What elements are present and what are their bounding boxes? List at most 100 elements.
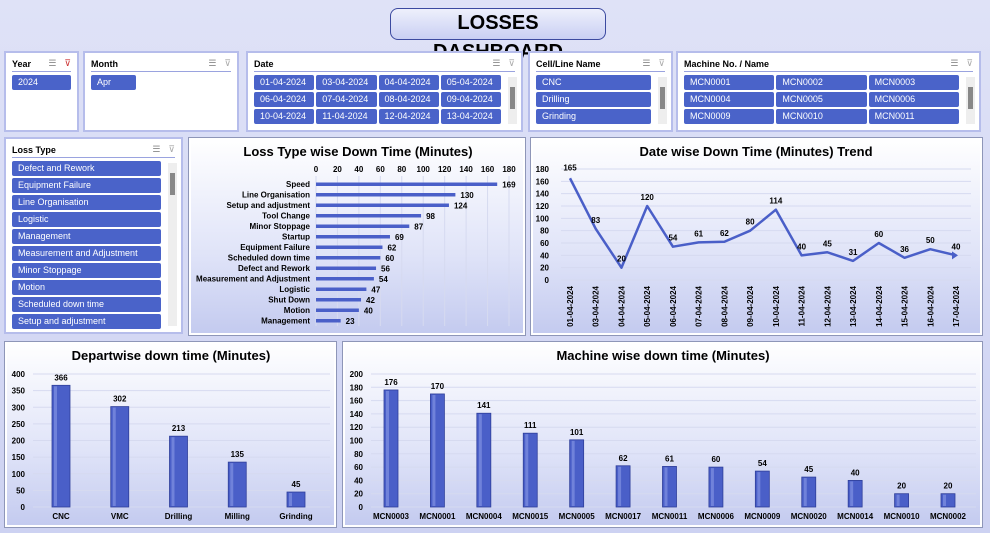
slicer-item[interactable]: 09-04-2024 bbox=[440, 92, 501, 107]
multi-select-icon[interactable]: ☰ bbox=[492, 58, 501, 68]
data-label: 87 bbox=[414, 223, 423, 232]
slicer-item[interactable]: Apr bbox=[91, 75, 137, 90]
data-label: 135 bbox=[231, 450, 245, 459]
slicer-item[interactable]: Equipment Failure bbox=[12, 178, 161, 193]
slicer-item[interactable]: MCN0011 bbox=[868, 109, 959, 124]
slicer-item[interactable]: 11-04-2024 bbox=[316, 109, 377, 124]
slicer-item[interactable]: Minor Stoppage bbox=[12, 263, 161, 278]
bar-highlight bbox=[386, 390, 389, 506]
bar-highlight bbox=[664, 467, 668, 506]
slicer-item[interactable]: 13-04-2024 bbox=[440, 109, 501, 124]
tick-label: 350 bbox=[12, 387, 26, 396]
category-label: VMC bbox=[111, 512, 129, 521]
x-tick-label: 12-04-2024 bbox=[823, 285, 832, 326]
category-label: MCN0004 bbox=[466, 512, 503, 521]
slicer-item[interactable]: Drilling bbox=[536, 92, 651, 107]
slicer-item[interactable]: MCN0010 bbox=[776, 109, 867, 124]
x-tick-label: 16-04-2024 bbox=[926, 285, 935, 326]
data-label: 42 bbox=[366, 296, 375, 305]
multi-select-icon[interactable]: ☰ bbox=[152, 144, 161, 154]
multi-select-icon[interactable]: ☰ bbox=[48, 58, 57, 68]
slicer-item[interactable]: Setup and adjustment bbox=[12, 314, 161, 329]
multi-select-icon[interactable]: ☰ bbox=[642, 58, 651, 68]
slicer-item[interactable]: MCN0004 bbox=[684, 92, 775, 107]
slicer-item[interactable]: 08-04-2024 bbox=[378, 92, 439, 107]
slicer-item[interactable]: 05-04-2024 bbox=[440, 75, 501, 90]
bar-highlight bbox=[757, 472, 761, 506]
slicer-item[interactable]: Measurement and Adjustment bbox=[12, 246, 161, 261]
data-label: 83 bbox=[591, 216, 600, 225]
x-tick-label: 13-04-2024 bbox=[849, 285, 858, 326]
slicer-item[interactable]: Grinding bbox=[536, 109, 651, 124]
tick-label: 80 bbox=[540, 227, 549, 236]
slicer-item[interactable]: 2024 bbox=[12, 75, 71, 90]
tick-label: 20 bbox=[354, 490, 363, 499]
clear-filter-icon[interactable]: ⊽ bbox=[658, 58, 665, 68]
tick-label: 40 bbox=[354, 165, 363, 174]
tick-label: 150 bbox=[12, 453, 26, 462]
data-label: 124 bbox=[454, 202, 468, 211]
slicer-item[interactable]: MCN0005 bbox=[776, 92, 867, 107]
department-chart: Departwise down time (Minutes) 0 50 100 150 2… bbox=[4, 341, 337, 528]
scrollbar[interactable] bbox=[508, 77, 517, 124]
tick-label: 160 bbox=[350, 397, 364, 406]
category-label: Defect and Rework bbox=[238, 264, 311, 273]
clear-filter-icon[interactable]: ⊽ bbox=[966, 58, 973, 68]
tick-label: 20 bbox=[333, 165, 342, 174]
multi-select-icon[interactable]: ☰ bbox=[950, 58, 959, 68]
x-tick-label: 07-04-2024 bbox=[695, 285, 704, 326]
slicer-item[interactable]: Defect and Rework bbox=[12, 161, 161, 176]
slicer-item[interactable]: MCN0009 bbox=[684, 109, 775, 124]
tick-label: 0 bbox=[21, 503, 26, 512]
slicer-item[interactable]: Line Organisation bbox=[12, 195, 161, 210]
tick-label: 60 bbox=[354, 463, 363, 472]
slicer-item[interactable]: Management bbox=[12, 229, 161, 244]
bar-highlight bbox=[525, 434, 529, 506]
slicer-item[interactable]: 03-04-2024 bbox=[316, 75, 377, 90]
slicer-item[interactable]: 06-04-2024 bbox=[254, 92, 315, 107]
tick-label: 0 bbox=[314, 165, 319, 174]
data-label: 366 bbox=[54, 373, 68, 382]
clear-filter-icon[interactable]: ⊽ bbox=[168, 144, 175, 154]
slicer-item[interactable]: MCN0001 bbox=[684, 75, 775, 90]
tick-label: 100 bbox=[12, 470, 26, 479]
scrollbar[interactable] bbox=[658, 77, 667, 124]
chart-title: Machine wise down time (Minutes) bbox=[556, 348, 769, 363]
multi-select-icon[interactable]: ☰ bbox=[208, 58, 217, 68]
slicer-item[interactable]: 12-04-2024 bbox=[378, 109, 439, 124]
bar bbox=[316, 287, 367, 291]
slicer-item[interactable]: Scheduled down time bbox=[12, 297, 161, 312]
clear-filter-icon[interactable]: ⊽ bbox=[64, 58, 71, 68]
slicer-item[interactable]: 07-04-2024 bbox=[316, 92, 377, 107]
tick-label: 180 bbox=[502, 165, 516, 174]
data-label: 31 bbox=[849, 248, 858, 257]
slicer-item[interactable]: CNC bbox=[536, 75, 651, 90]
tick-label: 60 bbox=[376, 165, 385, 174]
slicer-item[interactable]: Motion bbox=[12, 280, 161, 295]
category-label: Grinding bbox=[279, 512, 312, 521]
tick-label: 80 bbox=[354, 450, 363, 459]
bar-highlight bbox=[803, 478, 807, 506]
category-label: Startup bbox=[282, 233, 310, 242]
tick-label: 250 bbox=[12, 420, 26, 429]
slicer-item[interactable]: 04-04-2024 bbox=[378, 75, 439, 90]
bar bbox=[316, 319, 341, 323]
scrollbar[interactable] bbox=[168, 163, 177, 326]
tick-label: 160 bbox=[536, 177, 550, 186]
slicer-item[interactable]: Logistic bbox=[12, 212, 161, 227]
clear-filter-icon[interactable]: ⊽ bbox=[508, 58, 515, 68]
slicer-item[interactable]: MCN0003 bbox=[868, 75, 959, 90]
bar-highlight bbox=[230, 463, 234, 506]
category-label: MCN0010 bbox=[884, 512, 921, 521]
arrow-head bbox=[952, 251, 958, 260]
category-label: MCN0003 bbox=[373, 512, 410, 521]
data-label: 141 bbox=[477, 401, 491, 410]
slicer-item[interactable]: MCN0006 bbox=[868, 92, 959, 107]
slicer-item[interactable]: MCN0002 bbox=[776, 75, 867, 90]
scrollbar[interactable] bbox=[966, 77, 975, 124]
slicer-item[interactable]: 01-04-2024 bbox=[254, 75, 315, 90]
clear-filter-icon[interactable]: ⊽ bbox=[224, 58, 231, 68]
data-label: 45 bbox=[823, 239, 832, 248]
category-label: Drilling bbox=[165, 512, 193, 521]
slicer-item[interactable]: 10-04-2024 bbox=[254, 109, 315, 124]
